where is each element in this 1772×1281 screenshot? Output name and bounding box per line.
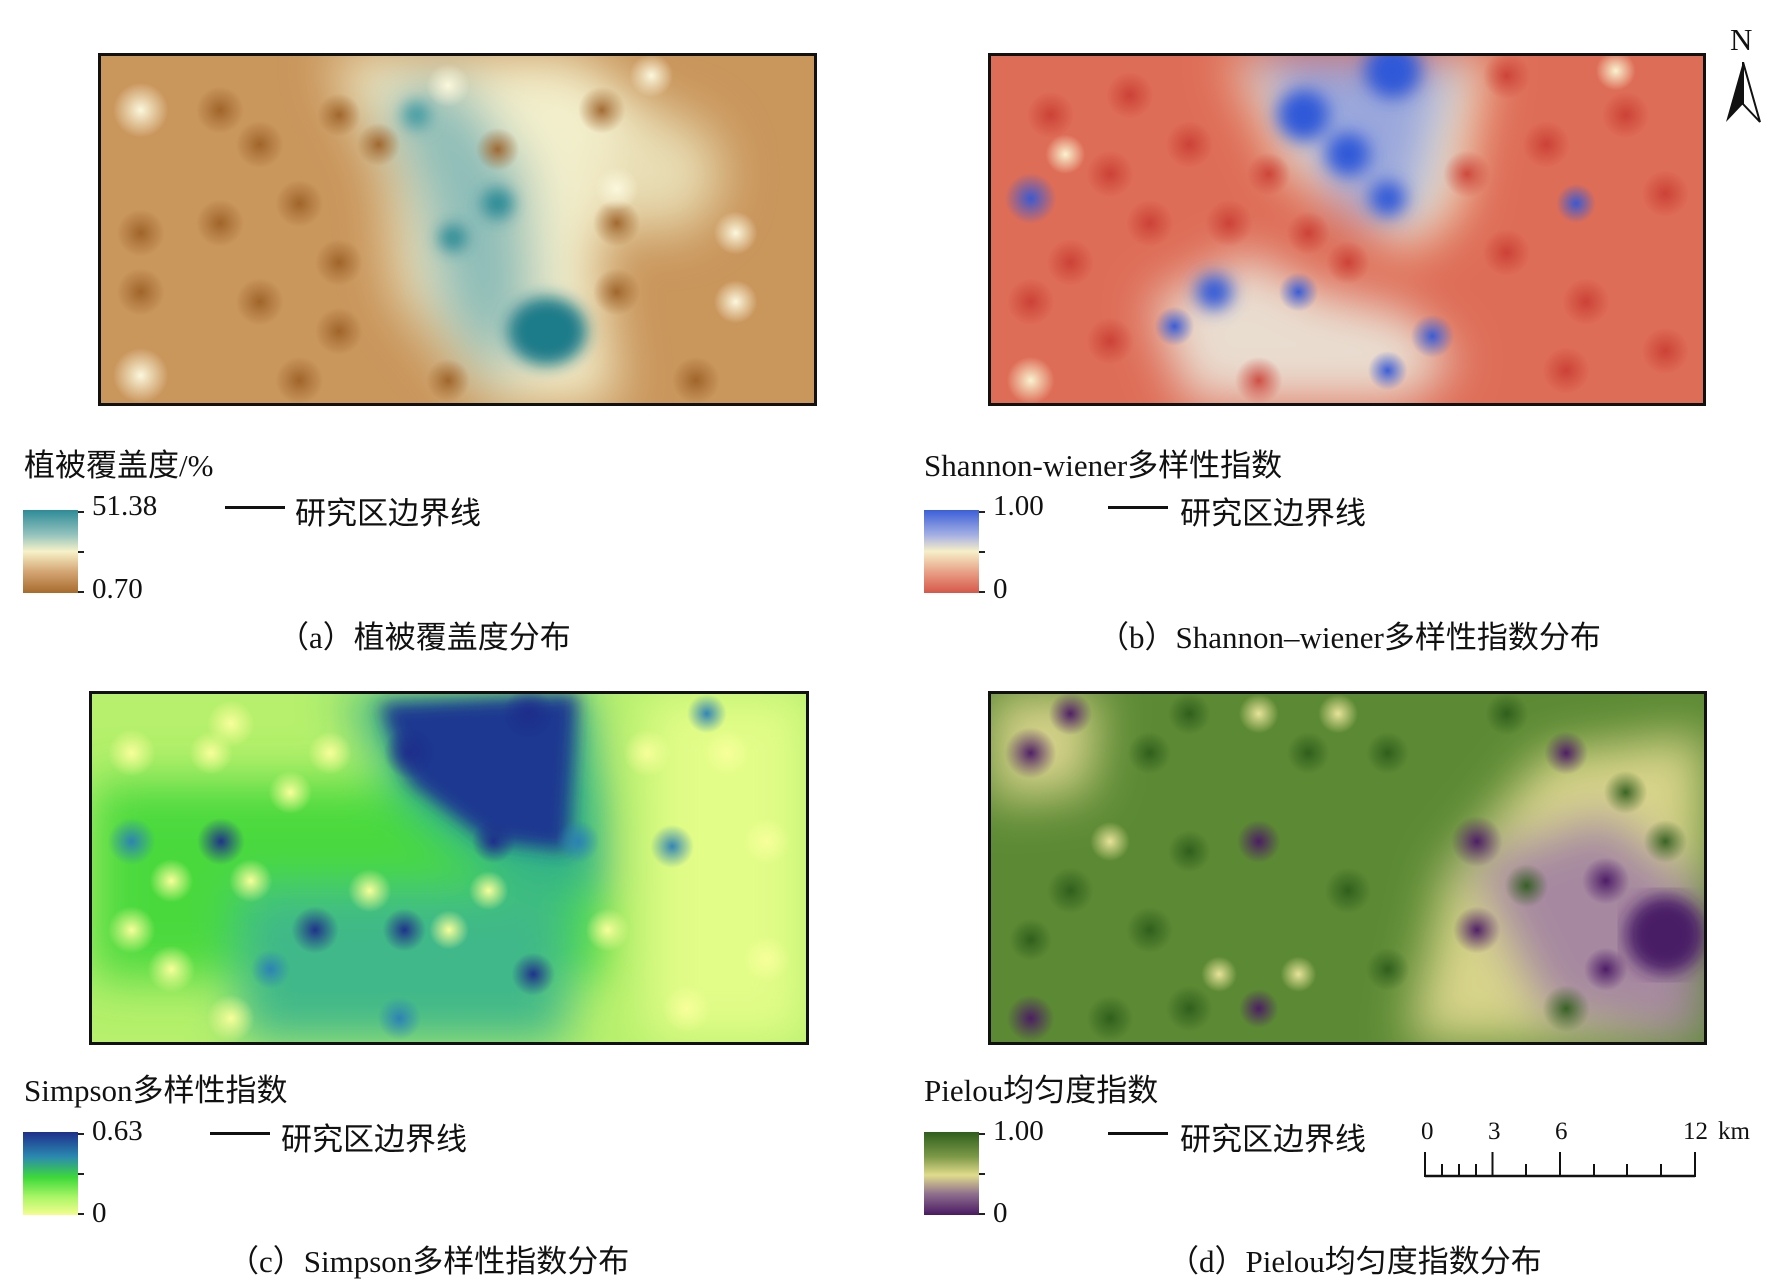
coverage-max-value: 51.38 [92,490,158,522]
shannon-map [988,53,1706,406]
pielou-color-ramp [924,1132,979,1215]
caption-b: （b）Shannon–wiener多样性指数分布 [1098,620,1601,655]
boundary-line-label: 研究区边界线 [1180,496,1366,531]
scale-label-12: 12 [1683,1118,1708,1145]
ramp-tick [78,1173,84,1175]
ramp-tick [979,1133,985,1135]
sample-points [1004,56,1690,403]
scale-unit: km [1718,1118,1750,1145]
pielou-min-value: 0 [993,1197,1008,1229]
ramp-tick [78,1133,84,1135]
coverage-color-ramp [23,510,78,593]
pielou-legend-title: Pielou均匀度指数 [924,1073,1159,1108]
ramp-tick [78,551,84,553]
ramp-tick [78,1213,84,1215]
ramp-tick [979,591,985,593]
caption-c: （c）Simpson多样性指数分布 [228,1244,630,1279]
boundary-line-label: 研究区边界线 [1180,1122,1366,1157]
ramp-tick [78,511,84,513]
sample-points [1004,694,1688,1042]
boundary-line-label: 研究区边界线 [281,1122,467,1157]
coverage-min-value: 0.70 [92,573,143,605]
shannon-max-value: 1.00 [993,490,1044,522]
boundary-line-symbol [210,1132,270,1135]
pielou-max-value: 1.00 [993,1115,1044,1147]
boundary-line-symbol [1108,506,1168,509]
scale-label-6: 6 [1555,1118,1568,1145]
north-arrow-icon [1726,62,1761,123]
scale-bar [1424,1152,1696,1178]
ramp-tick [979,1173,985,1175]
north-arrow: N [1722,22,1766,123]
boundary-line-label: 研究区边界线 [295,496,481,531]
pielou-map [988,691,1707,1045]
sample-points [107,694,791,1042]
scale-label-0: 0 [1421,1118,1434,1145]
ramp-tick [979,511,985,513]
simpson-min-value: 0 [92,1197,107,1229]
ramp-tick [979,551,985,553]
simpson-max-value: 0.63 [92,1115,143,1147]
ramp-tick [979,1213,985,1215]
shannon-min-value: 0 [993,573,1008,605]
coverage-map [98,53,817,406]
caption-d: （d）Pielou均匀度指数分布 [1168,1244,1542,1279]
north-label: N [1730,22,1753,57]
shannon-legend-title: Shannon-wiener多样性指数 [924,448,1283,483]
caption-a: （a）植被覆盖度分布 [278,620,571,655]
shannon-color-ramp [924,510,979,593]
simpson-map [89,691,809,1045]
boundary-line-symbol [225,506,285,509]
ramp-tick [78,591,84,593]
simpson-legend-title: Simpson多样性指数 [24,1073,288,1108]
coverage-legend-title: 植被覆盖度/% [24,448,214,483]
boundary-line-symbol [1108,1132,1168,1135]
simpson-color-ramp [23,1132,78,1215]
sample-points [112,56,758,403]
scale-label-3: 3 [1488,1118,1501,1145]
